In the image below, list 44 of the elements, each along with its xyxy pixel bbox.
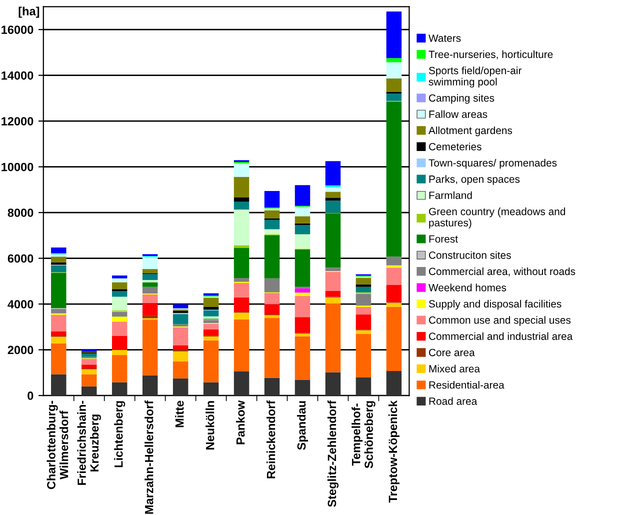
legend-label: Core area xyxy=(429,348,475,356)
y-tick-label: 14000 xyxy=(2,71,34,80)
legend-label: Supply and disposal facilities xyxy=(428,300,562,310)
x-tick-label: Reinickendorf xyxy=(266,400,276,478)
legend-label: Camping sites xyxy=(429,94,494,104)
x-tick-label: Pankow xyxy=(236,400,245,444)
y-tick-label: 2000 xyxy=(8,346,34,354)
x-tick-label: Spandau xyxy=(297,401,308,450)
legend-label: Construciton sites xyxy=(429,251,511,259)
y-tick-label: 0 xyxy=(28,392,34,400)
legend-label: Parks, open spaces xyxy=(429,175,520,185)
legend-label: Tree-nurseries, horticulture xyxy=(428,50,553,60)
y-tick-label: 10000 xyxy=(2,162,34,172)
legend-label: Sports field/open-air swimming pool xyxy=(428,66,522,88)
y-tick-label: 8000 xyxy=(8,208,34,217)
legend-label: Mixed area xyxy=(429,364,480,372)
legend-label: Allotment gardens xyxy=(428,126,512,136)
legend-label: Common use and special uses xyxy=(429,316,571,326)
y-tick-label: 16000 xyxy=(2,26,34,34)
legend-label: Commercial area, without roads xyxy=(429,267,576,276)
x-tick-label: Treptow-Köpenick xyxy=(388,400,400,503)
y-tick-label: 12000 xyxy=(2,117,34,126)
y-axis-title: [ha] xyxy=(18,6,40,18)
x-tick-label: Friedrichshain- Kreuzberg xyxy=(77,400,102,485)
legend-label: Farmland xyxy=(429,191,472,200)
x-tick-label: Lichtenberg xyxy=(114,401,126,468)
legend-label: Weekend homes xyxy=(428,284,506,292)
x-tick-label: Steglitz-Zehlendorf xyxy=(327,400,339,507)
x-tick-label: Charlottenburg- Wilmersdorf xyxy=(46,400,68,490)
x-tick-label: Marzahn-Hellersdorf xyxy=(144,400,154,514)
x-tick-label: Mitte xyxy=(175,400,184,428)
y-tick-label: 4000 xyxy=(8,300,34,308)
legend-label: Town-squares/ promenades xyxy=(428,158,557,169)
x-tick-label: Neukölln xyxy=(206,401,214,450)
legend-label: Fallow areas xyxy=(429,110,488,118)
legend-label: Cemeteries xyxy=(429,142,482,150)
x-tick-label: Tempelhof- Schöneberg xyxy=(352,401,376,468)
legend-label: Waters xyxy=(428,34,461,42)
y-tick-label: 6000 xyxy=(8,254,34,263)
legend-label: Residential-area xyxy=(429,381,504,389)
legend-label: Commercial and industrial area xyxy=(429,332,573,340)
legend-label: Forest xyxy=(429,235,458,243)
legend-label: Road area xyxy=(429,397,478,405)
legend-label: Green country (meadows and pastures) xyxy=(429,208,566,228)
